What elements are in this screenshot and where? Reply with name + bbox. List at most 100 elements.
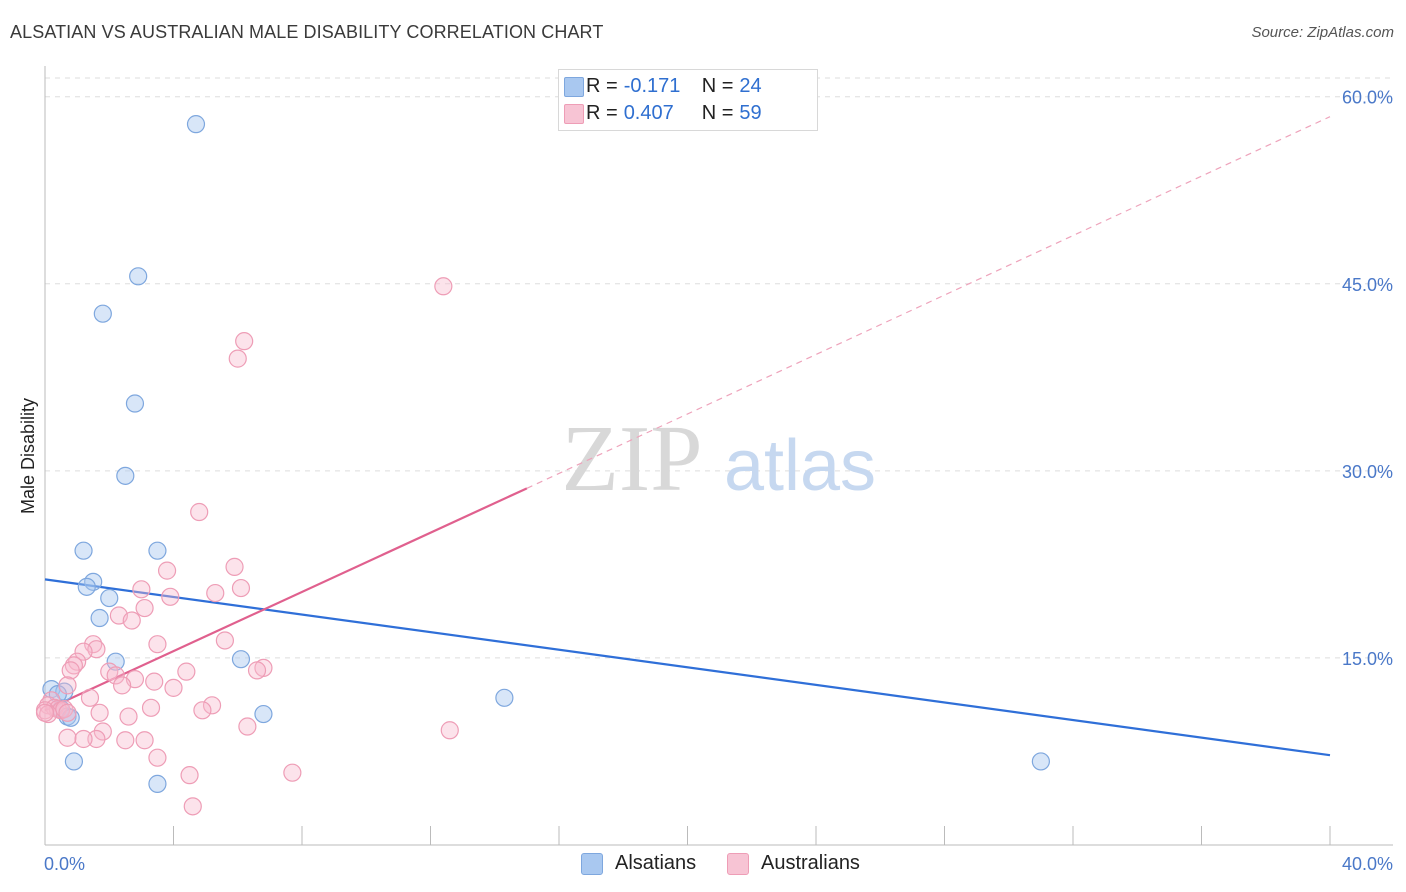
legend-item-australians: Australians — [727, 852, 860, 875]
legend-label-alsatians: Alsatians — [615, 852, 697, 874]
australians-trend-line — [44, 487, 528, 712]
australian-point — [58, 676, 77, 695]
source-label: Source: ZipAtlas.com — [1251, 24, 1394, 41]
australian-point — [193, 701, 212, 720]
australian-point — [148, 748, 167, 767]
australian-point — [180, 766, 199, 785]
legend-swatch-alsatians — [564, 77, 584, 97]
alsatian-point — [148, 774, 167, 793]
australian-point — [228, 349, 247, 368]
australians-trend-extension — [526, 116, 1331, 489]
legend-row-alsatians: R = -0.171 N = 24 — [564, 73, 762, 99]
alsatian-point — [64, 752, 84, 771]
legend-n-label: N = — [701, 74, 734, 97]
australian-point — [80, 688, 100, 707]
australian-point — [141, 698, 161, 717]
australian-point — [238, 717, 257, 736]
legend-r-value: 0.407 — [623, 101, 674, 124]
alsatian-point — [93, 304, 112, 323]
australian-point — [164, 678, 183, 697]
australian-point — [122, 611, 141, 630]
chart-title: ALSATIAN VS AUSTRALIAN MALE DISABILITY C… — [10, 22, 604, 42]
legend-r-value: -0.171 — [623, 74, 681, 97]
australian-point — [58, 728, 77, 747]
australian-point — [74, 729, 93, 749]
trend-lines — [44, 116, 1331, 757]
alsatian-point — [254, 704, 273, 724]
australian-point — [112, 676, 132, 695]
legend-swatch-australians — [564, 104, 584, 124]
alsatian-point — [125, 394, 145, 413]
alsatian-point — [116, 466, 135, 485]
australian-point — [35, 703, 55, 722]
legend-label-australians: Australians — [761, 852, 860, 874]
australian-point — [225, 557, 244, 576]
australian-point — [61, 661, 80, 680]
x-tick-label: 0.0% — [44, 854, 85, 874]
legend-swatch-alsatians — [581, 852, 603, 875]
watermark-atlas: atlas — [724, 426, 876, 506]
watermark-zip: ZIP — [562, 407, 703, 511]
alsatian-point — [106, 652, 125, 671]
australian-point — [64, 656, 84, 675]
australian-point — [202, 696, 222, 715]
x-tick-label: 40.0% — [1342, 854, 1393, 874]
australian-point — [74, 642, 93, 661]
australian-point — [135, 598, 154, 618]
y-tick-label: 30.0% — [1342, 462, 1393, 482]
alsatian-point — [129, 267, 148, 286]
australian-point — [157, 561, 177, 580]
y-tick-label: 45.0% — [1342, 275, 1393, 295]
australian-point — [84, 635, 103, 654]
australian-point — [283, 763, 302, 782]
australian-point — [132, 580, 151, 599]
axes — [44, 66, 1393, 846]
alsatians-trend-line — [44, 578, 1331, 757]
axis-labels: 15.0% 30.0% 45.0% 60.0% 0.0% 40.0% Male Disabi… — [18, 88, 1393, 874]
alsatian-point — [74, 541, 93, 560]
australian-point — [206, 583, 225, 603]
australian-point — [231, 578, 251, 598]
australian-point — [93, 722, 112, 741]
legend-n-value: 59 — [739, 101, 762, 124]
y-axis-label: Male Disability — [18, 398, 38, 514]
watermark: ZIP atlas — [562, 407, 877, 511]
australian-point — [58, 703, 77, 722]
australian-point — [145, 672, 164, 691]
australian-point — [190, 502, 209, 522]
australian-point — [90, 703, 109, 722]
alsatian-point — [495, 688, 514, 707]
australian-point — [235, 332, 254, 351]
gridlines — [45, 77, 1393, 659]
data-points — [35, 115, 1050, 816]
australian-point — [135, 731, 154, 750]
australian-point — [119, 707, 138, 726]
correlation-legend: R = -0.171 N = 24 R = 0.407 N = 59 — [558, 69, 818, 131]
series-legend: Alsatians Australians — [0, 852, 1406, 876]
alsatian-point — [148, 541, 167, 560]
alsatian-point — [231, 650, 251, 669]
australian-point — [116, 731, 135, 750]
legend-n-label: N = — [701, 101, 734, 124]
australian-point — [177, 662, 196, 681]
legend-r-label: R = — [586, 101, 618, 124]
australian-point — [440, 721, 459, 740]
australian-point — [247, 661, 267, 680]
legend-row-australians: R = 0.407 N = 59 — [564, 100, 762, 126]
alsatian-point — [100, 588, 119, 608]
alsatian-point — [186, 115, 206, 134]
y-tick-label: 60.0% — [1342, 88, 1393, 108]
australian-point — [183, 797, 202, 816]
legend-item-alsatians: Alsatians — [581, 852, 696, 875]
australian-point — [106, 666, 125, 685]
alsatian-point — [77, 577, 96, 596]
legend-n-value: 24 — [739, 74, 762, 97]
australian-point — [148, 635, 167, 654]
alsatian-point — [90, 608, 109, 628]
australian-point — [215, 631, 234, 650]
australian-point — [161, 587, 180, 606]
australian-point — [434, 277, 453, 296]
legend-r-label: R = — [586, 74, 618, 97]
alsatian-point — [1031, 752, 1050, 771]
